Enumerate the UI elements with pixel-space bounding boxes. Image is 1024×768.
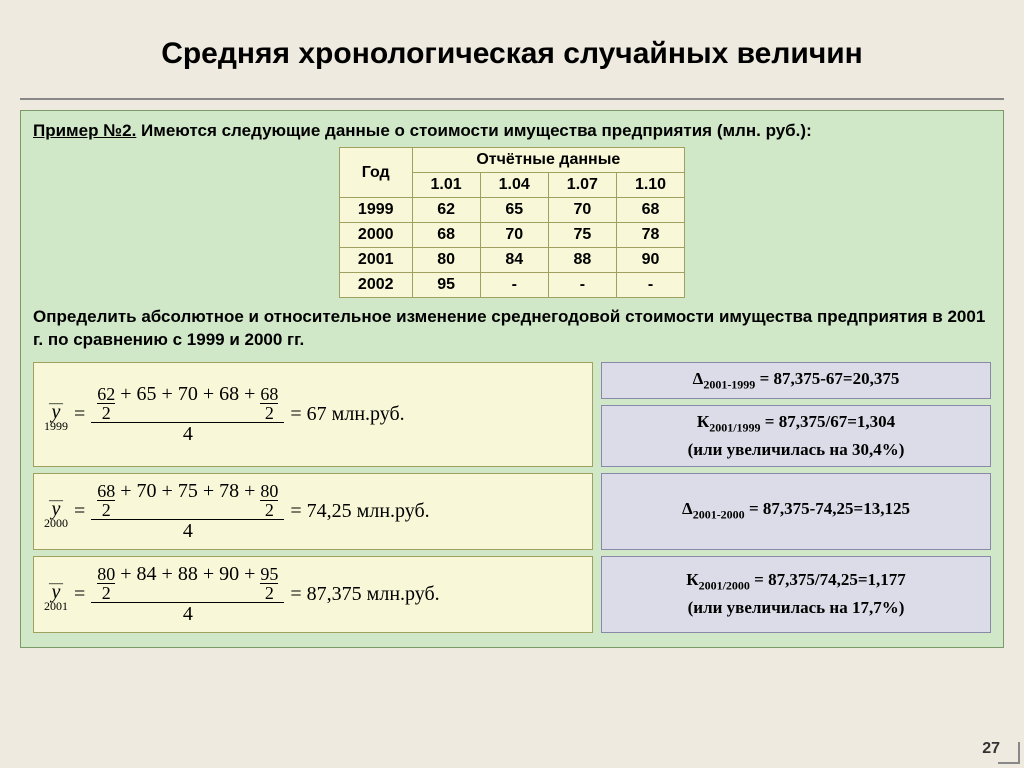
- frac-num: 95: [260, 565, 278, 583]
- delta-val: = 87,375-67=20,375: [755, 369, 899, 388]
- calc-row: ―y1999 = 622 + 65 + 70 + 68 + 682 4 = 67…: [33, 362, 991, 467]
- k-val: = 87,375/67=1,304: [761, 412, 896, 431]
- ybar-symbol: ―y2000: [44, 495, 68, 528]
- formula-1999: ―y1999 = 622 + 65 + 70 + 68 + 682 4 = 67…: [33, 362, 593, 467]
- frac-num: 80: [260, 482, 278, 500]
- delta-sub: 2001-2000: [693, 508, 745, 522]
- formula-denom: 4: [177, 423, 199, 446]
- data-table: Год Отчётные данные 1.01 1.04 1.07 1.10 …: [339, 147, 685, 298]
- date-col: 1.07: [548, 173, 616, 198]
- frac-num: 68: [97, 482, 115, 500]
- year-header: Год: [339, 148, 412, 198]
- example-label: Пример №2.: [33, 121, 136, 140]
- table-row: 2001 80 84 88 90: [339, 248, 684, 273]
- calc-row: ―y2000 = 682 + 70 + 75 + 78 + 802 4 = 74…: [33, 473, 991, 550]
- formula-subscript: 2001: [44, 601, 68, 611]
- frac-num: 80: [97, 565, 115, 583]
- formula-subscript: 1999: [44, 421, 68, 431]
- result-column: Δ2001-1999 = 87,375-67=20,375 К2001/1999…: [601, 362, 991, 467]
- task-text: Определить абсолютное и относительное из…: [33, 306, 991, 352]
- main-fraction: 622 + 65 + 70 + 68 + 682 4: [91, 383, 284, 446]
- content-box: Пример №2. Имеются следующие данные о ст…: [20, 110, 1004, 648]
- ybar-symbol: ―y1999: [44, 398, 68, 431]
- formula-2001: ―y2001 = 802 + 84 + 88 + 90 + 952 4 = 87…: [33, 556, 593, 633]
- k-note: (или увеличилась на 17,7%): [688, 598, 905, 618]
- result-column: Δ2001-2000 = 87,375-74,25=13,125: [601, 473, 991, 550]
- table-row: 1999 62 65 70 68: [339, 198, 684, 223]
- year-cell: 2000: [339, 223, 412, 248]
- data-cell: -: [480, 273, 548, 298]
- data-cell: 84: [480, 248, 548, 273]
- data-cell: 68: [412, 223, 480, 248]
- formula-mid: + 65 + 70 + 68 +: [120, 383, 260, 405]
- date-col: 1.10: [616, 173, 684, 198]
- year-cell: 2001: [339, 248, 412, 273]
- dates-group-header: Отчётные данные: [412, 148, 685, 173]
- table-row: 2000 68 70 75 78: [339, 223, 684, 248]
- data-cell: 75: [548, 223, 616, 248]
- intro-line: Пример №2. Имеются следующие данные о ст…: [33, 121, 991, 141]
- formula-denom: 4: [177, 603, 199, 626]
- formula-mid: + 70 + 75 + 78 +: [120, 480, 260, 502]
- delta-val: = 87,375-74,25=13,125: [745, 499, 910, 518]
- main-fraction: 682 + 70 + 75 + 78 + 802 4: [91, 480, 284, 543]
- k-val: = 87,375/74,25=1,177: [750, 570, 906, 589]
- formula-mid: + 84 + 88 + 90 +: [120, 563, 260, 585]
- k-2000: К2001/2000 = 87,375/74,25=1,177 (или уве…: [601, 556, 991, 633]
- slide-title: Средняя хронологическая случайных величи…: [161, 37, 863, 71]
- data-cell: 80: [412, 248, 480, 273]
- formula-result: = 74,25 млн.руб.: [290, 500, 429, 523]
- data-cell: -: [548, 273, 616, 298]
- year-cell: 1999: [339, 198, 412, 223]
- k-note: (или увеличилась на 30,4%): [688, 440, 905, 460]
- data-cell: -: [616, 273, 684, 298]
- k-sub: 2001/2000: [699, 579, 750, 593]
- date-col: 1.01: [412, 173, 480, 198]
- slide-title-area: Средняя хронологическая случайных величи…: [20, 10, 1004, 100]
- frac-num: 68: [260, 385, 278, 403]
- intro-text: Имеются следующие данные о стоимости иму…: [136, 121, 811, 140]
- delta-sub: 2001-1999: [703, 377, 755, 391]
- data-cell: 88: [548, 248, 616, 273]
- frac-num: 62: [97, 385, 115, 403]
- formula-result: = 87,375 млн.руб.: [290, 583, 439, 606]
- formula-denom: 4: [177, 520, 199, 543]
- data-cell: 90: [616, 248, 684, 273]
- result-column: К2001/2000 = 87,375/74,25=1,177 (или уве…: [601, 556, 991, 633]
- k-1999: К2001/1999 = 87,375/67=1,304 (или увелич…: [601, 405, 991, 466]
- table-header-row: Год Отчётные данные: [339, 148, 684, 173]
- data-cell: 65: [480, 198, 548, 223]
- data-cell: 95: [412, 273, 480, 298]
- resize-corner-icon: [998, 742, 1020, 764]
- date-col: 1.04: [480, 173, 548, 198]
- formula-2000: ―y2000 = 682 + 70 + 75 + 78 + 802 4 = 74…: [33, 473, 593, 550]
- data-cell: 70: [480, 223, 548, 248]
- formula-subscript: 2000: [44, 518, 68, 528]
- year-cell: 2002: [339, 273, 412, 298]
- ybar-symbol: ―y2001: [44, 578, 68, 611]
- table-row: 2002 95 - - -: [339, 273, 684, 298]
- delta-2000: Δ2001-2000 = 87,375-74,25=13,125: [601, 473, 991, 550]
- data-cell: 68: [616, 198, 684, 223]
- data-table-wrap: Год Отчётные данные 1.01 1.04 1.07 1.10 …: [33, 147, 991, 298]
- data-cell: 78: [616, 223, 684, 248]
- calc-row: ―y2001 = 802 + 84 + 88 + 90 + 952 4 = 87…: [33, 556, 991, 633]
- data-cell: 62: [412, 198, 480, 223]
- k-sub: 2001/1999: [709, 421, 760, 435]
- delta-1999: Δ2001-1999 = 87,375-67=20,375: [601, 362, 991, 399]
- data-cell: 70: [548, 198, 616, 223]
- main-fraction: 802 + 84 + 88 + 90 + 952 4: [91, 563, 284, 626]
- formula-result: = 67 млн.руб.: [290, 403, 404, 426]
